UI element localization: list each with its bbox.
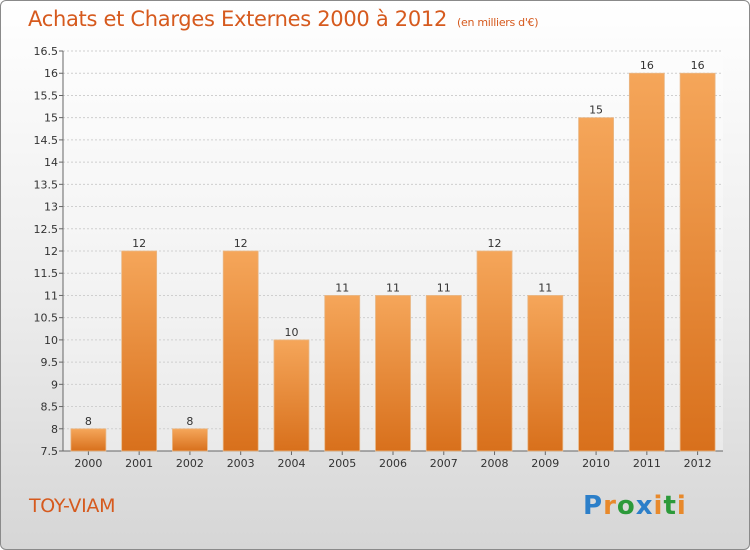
y-tick-label: 8 bbox=[51, 423, 58, 436]
x-tick-label: 2009 bbox=[531, 457, 559, 470]
value-label: 11 bbox=[437, 281, 451, 294]
logo-letter: x bbox=[635, 491, 654, 521]
y-tick-label: 9.5 bbox=[41, 356, 59, 369]
y-tick-label: 11.5 bbox=[34, 267, 59, 280]
unit-label: (en milliers d'€) bbox=[457, 16, 539, 29]
y-tick-label: 12 bbox=[44, 245, 58, 258]
x-tick-label: 2004 bbox=[277, 457, 305, 470]
x-tick-label: 2006 bbox=[379, 457, 407, 470]
x-tick-label: 2005 bbox=[328, 457, 356, 470]
x-tick-label: 2001 bbox=[125, 457, 153, 470]
y-tick-label: 13.5 bbox=[34, 178, 59, 191]
bar bbox=[425, 295, 462, 452]
value-label: 8 bbox=[85, 415, 92, 428]
y-tick-label: 16.5 bbox=[34, 45, 59, 58]
value-label: 10 bbox=[284, 326, 298, 339]
chart-title: Achats et Charges Externes 2000 à 2012 (e… bbox=[28, 7, 539, 31]
y-tick-label: 14 bbox=[44, 156, 58, 169]
bar bbox=[679, 72, 716, 452]
y-tick-label: 9 bbox=[51, 378, 58, 391]
value-label: 11 bbox=[335, 281, 349, 294]
logo-letter: o bbox=[616, 491, 636, 521]
y-tick-label: 11 bbox=[44, 289, 58, 302]
x-tick-label: 2011 bbox=[633, 457, 661, 470]
x-tick-label: 2012 bbox=[684, 457, 712, 470]
proxiti-logo: Proxiti bbox=[583, 491, 687, 521]
y-tick-label: 16 bbox=[44, 67, 58, 80]
y-tick-label: 15.5 bbox=[34, 89, 59, 102]
value-label: 12 bbox=[132, 237, 146, 250]
bar bbox=[578, 117, 614, 452]
y-tick-label: 15 bbox=[44, 112, 58, 125]
x-tick-label: 2007 bbox=[430, 457, 458, 470]
value-label: 12 bbox=[488, 237, 502, 250]
logo-letter: P bbox=[583, 491, 604, 521]
bar bbox=[476, 250, 513, 452]
bar bbox=[70, 428, 107, 452]
value-label: 16 bbox=[640, 59, 654, 72]
y-tick-label: 12.5 bbox=[34, 223, 59, 236]
y-tick-label: 7.5 bbox=[41, 445, 59, 458]
x-tick-label: 2008 bbox=[481, 457, 509, 470]
value-label: 11 bbox=[386, 281, 400, 294]
y-tick-label: 14.5 bbox=[34, 134, 59, 147]
entity-name: TOY-VIAM bbox=[29, 495, 116, 517]
bar bbox=[628, 72, 665, 452]
bar bbox=[121, 250, 158, 452]
y-tick-label: 8.5 bbox=[41, 401, 59, 414]
x-tick-label: 2002 bbox=[176, 457, 204, 470]
x-tick-label: 2003 bbox=[227, 457, 255, 470]
bar bbox=[273, 339, 310, 452]
bar bbox=[324, 295, 361, 452]
y-tick-label: 10.5 bbox=[34, 312, 59, 325]
value-label: 15 bbox=[589, 104, 603, 117]
logo-letter: t bbox=[663, 491, 677, 521]
x-tick-label: 2010 bbox=[582, 457, 610, 470]
y-tick-label: 10 bbox=[44, 334, 58, 347]
logo-letter: i bbox=[676, 491, 687, 521]
bar bbox=[375, 295, 411, 452]
value-label: 11 bbox=[538, 281, 552, 294]
title-text: Achats et Charges Externes 2000 à 2012 bbox=[28, 7, 448, 31]
y-tick-label: 13 bbox=[44, 201, 58, 214]
bar bbox=[222, 250, 259, 452]
value-label: 16 bbox=[691, 59, 705, 72]
logo-letter: r bbox=[603, 491, 617, 521]
bar bbox=[527, 295, 564, 452]
logo-letter: i bbox=[653, 491, 664, 521]
value-label: 8 bbox=[186, 415, 193, 428]
bar bbox=[172, 428, 208, 452]
value-label: 12 bbox=[234, 237, 248, 250]
x-tick-label: 2000 bbox=[74, 457, 102, 470]
